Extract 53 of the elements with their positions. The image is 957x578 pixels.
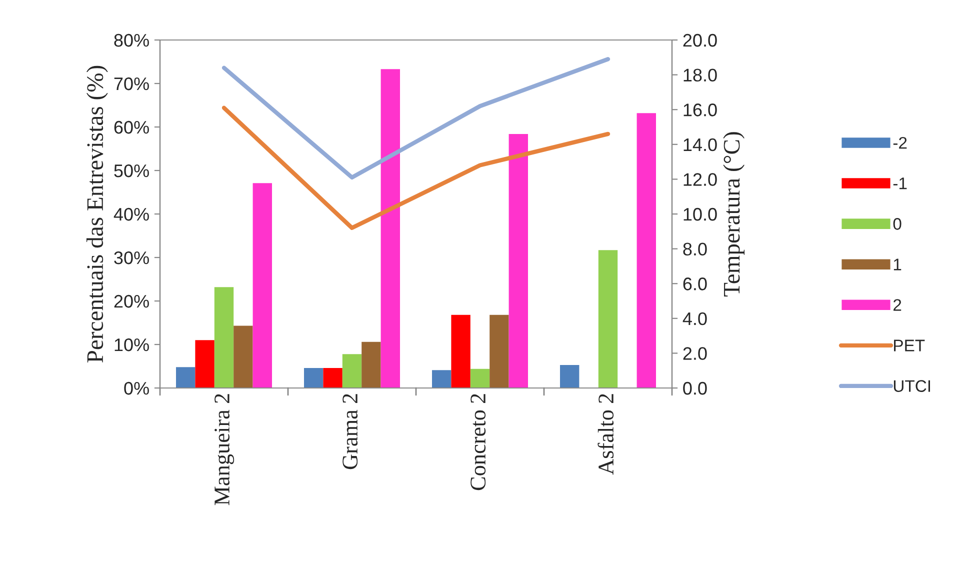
bar <box>636 113 656 388</box>
legend-label: 1 <box>894 258 902 270</box>
legend-label: PET <box>894 340 925 352</box>
bar <box>490 314 509 388</box>
y2-tick-label: 12.0 <box>684 173 717 186</box>
y2-tick-label: 16.0 <box>684 104 717 116</box>
y-tick-label: 20% <box>114 294 149 308</box>
y-tick-label: 0% <box>124 382 149 395</box>
y-axis-title: Percentuais das Entrevistas (%) <box>86 66 108 362</box>
bar <box>470 368 490 388</box>
y2-tick-label: 2.0 <box>683 347 707 360</box>
y2-tick-label: 18.0 <box>684 68 717 82</box>
y-tick-label: 70% <box>114 77 149 90</box>
y-tick-label: 60% <box>114 120 149 134</box>
y-tick-label: 80% <box>114 34 149 47</box>
y2-axis-title: Temperatura (°C) <box>723 132 745 296</box>
legend-label: 0 <box>893 218 902 230</box>
legend-label: 2 <box>894 299 902 311</box>
y2-tick-label: 4.0 <box>682 312 707 326</box>
bar <box>304 368 324 388</box>
y-tick-label: 50% <box>114 164 149 178</box>
bar <box>598 250 618 388</box>
y2-tick-label: 20.0 <box>683 34 717 47</box>
x-tick-label: Asfalto 2 <box>598 394 614 475</box>
y2-tick-label: 14.0 <box>684 138 717 152</box>
bar <box>508 134 528 388</box>
y-tick-label: 10% <box>114 338 149 352</box>
legend-label: -1 <box>893 178 907 190</box>
x-tick-label: Concreto 2 <box>470 394 486 490</box>
y2-tick-label: 0.0 <box>683 382 707 395</box>
bar <box>176 367 196 388</box>
x-tick-label: Mangueira 2 <box>214 394 234 506</box>
y-tick-label: 40% <box>114 208 149 221</box>
legend-label: -2 <box>893 136 907 149</box>
x-tick-label: Grama 2 <box>342 394 358 470</box>
y2-tick-label: 10.0 <box>684 208 717 221</box>
bar <box>342 354 362 388</box>
bar <box>214 287 234 388</box>
y2-tick-label: 8.0 <box>683 242 707 256</box>
y-tick-label: 30% <box>114 251 149 264</box>
line-series <box>222 106 610 230</box>
bar <box>195 340 214 388</box>
legend-label: UTCI <box>894 380 930 392</box>
bar <box>451 314 470 388</box>
bar <box>362 342 381 388</box>
bar <box>432 370 452 388</box>
y2-tick-label: 6.0 <box>683 278 707 290</box>
bar <box>380 69 400 388</box>
bar <box>560 364 580 388</box>
line-series <box>222 57 610 180</box>
bar <box>234 326 253 388</box>
bar <box>252 183 272 388</box>
bar <box>323 368 342 388</box>
